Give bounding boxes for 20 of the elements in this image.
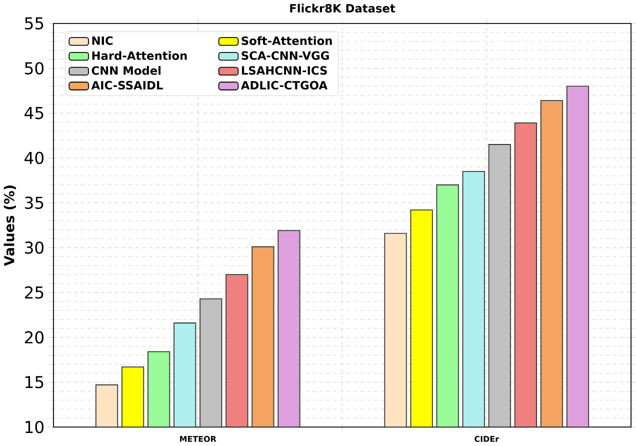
y-tick-label: 45: [24, 107, 44, 120]
y-tick-label: 50: [25, 62, 44, 75]
legend-label: SCA-CNN-VGG: [242, 51, 329, 60]
y-tick-label: 25: [24, 286, 44, 299]
y-axis-title: Values (%): [4, 186, 16, 266]
legend-label: CNN Model: [92, 66, 160, 75]
y-tick-label: 30: [25, 242, 44, 254]
y-tick-label: 40: [24, 152, 44, 164]
legend-label: ADLIC-CTGOA: [240, 81, 328, 90]
y-tick-label: 20: [24, 331, 44, 344]
legend-label: Hard-Attention: [92, 51, 187, 60]
y-tick-label: 35: [25, 196, 44, 210]
legend-label: AIC-SSAIDL: [91, 81, 163, 90]
legend-label: NIC: [92, 36, 113, 46]
legend-label: LSAHCNN-ICS: [242, 66, 327, 75]
y-tick-label: 10: [26, 420, 44, 434]
chart-title: Flickr8K Dataset: [290, 4, 396, 13]
legend-label: Soft-Attention: [242, 36, 332, 46]
y-tick-label: 55: [25, 17, 44, 30]
y-tick-label: 15: [26, 376, 44, 388]
